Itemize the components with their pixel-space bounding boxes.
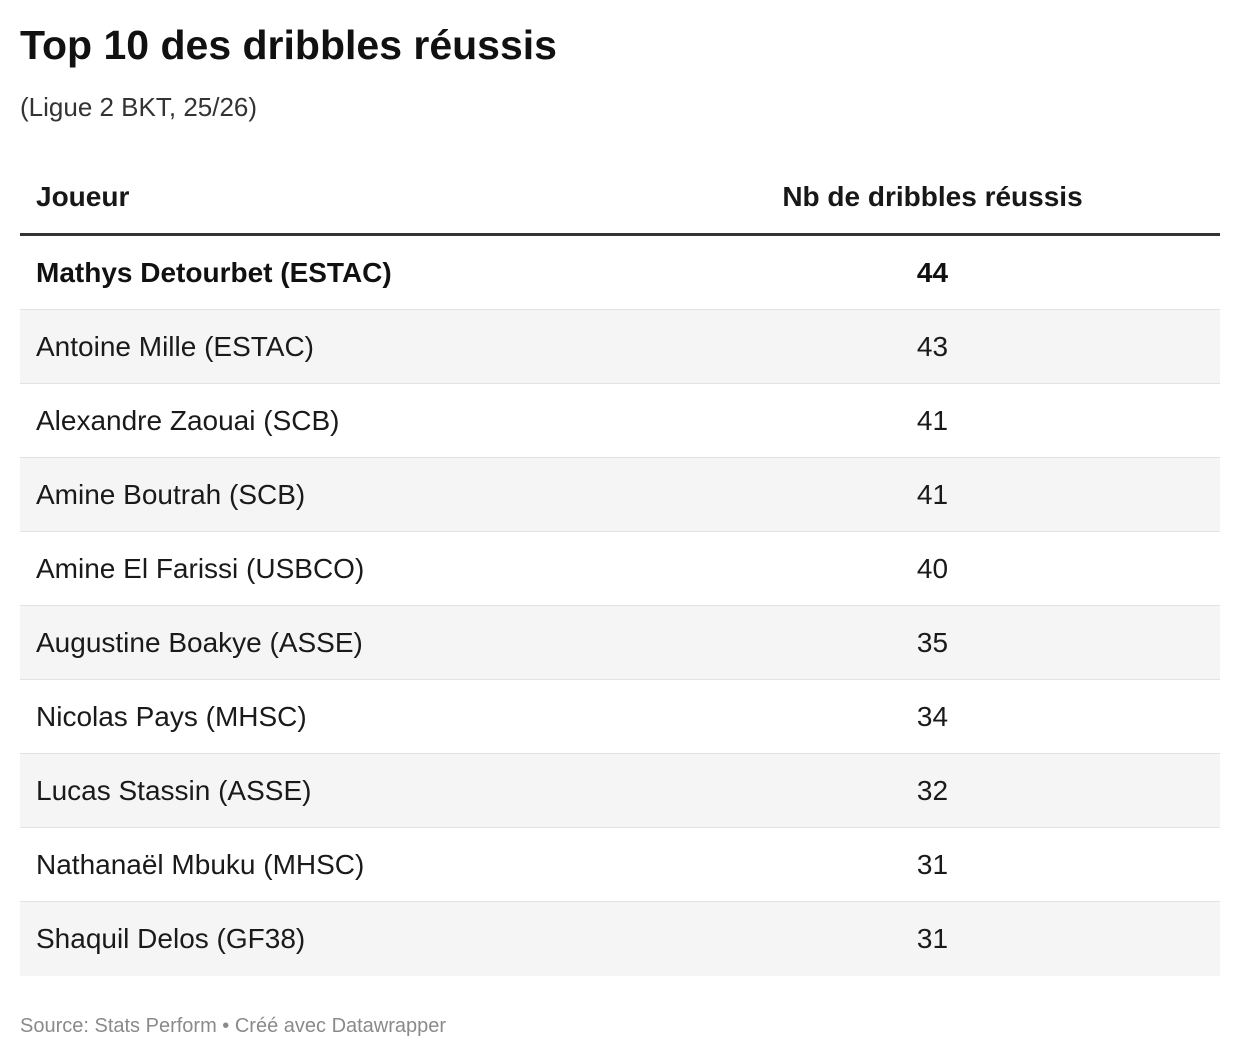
value-cell: 31	[916, 923, 949, 954]
player-cell: Amine El Farissi (USBCO)	[36, 553, 365, 584]
table-row: Amine El Farissi (USBCO) 40	[20, 532, 1220, 606]
player-cell: Mathys Detourbet (ESTAC)	[36, 257, 392, 288]
source-footer: Source: Stats Perform • Créé avec Datawr…	[20, 1015, 447, 1037]
player-cell: Antoine Mille (ESTAC)	[36, 331, 315, 362]
column-header-value: Nb de dribbles réussis	[782, 181, 1083, 212]
value-cell: 41	[916, 405, 949, 436]
value-cell: 43	[916, 331, 949, 362]
table-row: Alexandre Zaouai (SCB) 41	[20, 384, 1220, 458]
value-cell: 44	[916, 257, 949, 288]
table-row: Nicolas Pays (MHSC) 34	[20, 680, 1220, 754]
value-cell: 31	[916, 849, 949, 880]
table-row: Shaquil Delos (GF38) 31	[20, 902, 1220, 976]
player-cell: Augustine Boakye (ASSE)	[36, 627, 363, 658]
player-cell: Lucas Stassin (ASSE)	[36, 775, 312, 806]
table-row: Amine Boutrah (SCB) 41	[20, 458, 1220, 532]
table-row: Lucas Stassin (ASSE) 32	[20, 754, 1220, 828]
data-table: Joueur Nb de dribbles réussis Mathys Det…	[20, 160, 1220, 976]
chart-subtitle: (Ligue 2 BKT, 25/26)	[20, 92, 258, 122]
player-cell: Alexandre Zaouai (SCB)	[36, 405, 340, 436]
table-row: Antoine Mille (ESTAC) 43	[20, 310, 1220, 384]
value-cell: 41	[916, 479, 949, 510]
column-header-player: Joueur	[36, 181, 130, 212]
value-cell: 40	[916, 553, 949, 584]
table-row: Nathanaël Mbuku (MHSC) 31	[20, 828, 1220, 902]
player-cell: Nathanaël Mbuku (MHSC)	[36, 849, 365, 880]
chart-title: Top 10 des dribbles réussis	[20, 22, 557, 68]
table-body: Mathys Detourbet (ESTAC) 44 Antoine Mille …	[20, 236, 1220, 976]
player-cell: Shaquil Delos (GF38)	[36, 923, 306, 954]
table-header: Joueur Nb de dribbles réussis	[20, 160, 1220, 236]
value-cell: 35	[916, 627, 949, 658]
table-row: Mathys Detourbet (ESTAC) 44	[20, 236, 1220, 310]
player-cell: Amine Boutrah (SCB)	[36, 479, 306, 510]
value-cell: 32	[916, 775, 949, 806]
table-row: Augustine Boakye (ASSE) 35	[20, 606, 1220, 680]
player-cell: Nicolas Pays (MHSC)	[36, 701, 307, 732]
value-cell: 34	[916, 701, 949, 732]
